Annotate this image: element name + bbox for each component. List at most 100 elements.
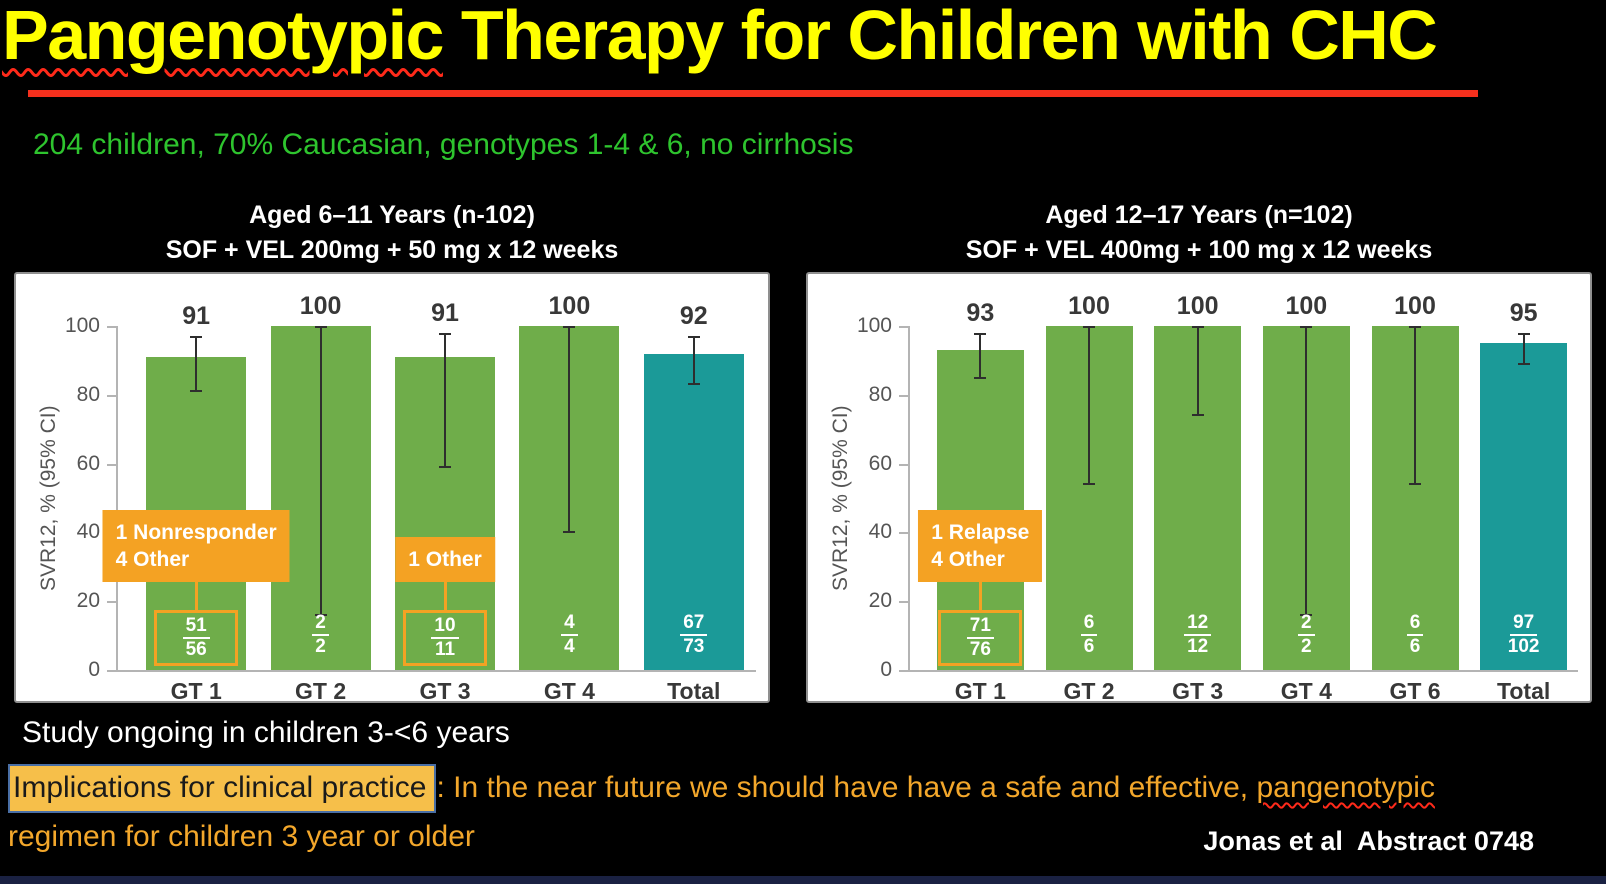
citation: Jonas et al Abstract 0748 (1203, 826, 1534, 856)
error-bar-cap-bottom (314, 613, 327, 616)
y-axis-tick (107, 601, 116, 604)
y-axis-tick-label: 40 (868, 520, 892, 544)
study-population-text: 204 children, 70% Caucasian, genotypes 1… (33, 128, 854, 161)
y-axis-title: SVR12, % (95% CI) (37, 405, 60, 591)
error-bar-line (1522, 332, 1525, 364)
error-bar-cap-top (1300, 326, 1313, 328)
chart-panel-aged-12-17: SVR12, % (95% CI) 0 20 40 60 80 100 93 GT 1 71 76 1… (806, 272, 1592, 704)
callout-box: 1 Nonresponder 4 Other (102, 510, 290, 582)
error-bar-line (444, 332, 446, 468)
x-axis-line (116, 670, 756, 672)
error-bar-cap-top (1191, 326, 1204, 328)
fraction-label: 12 12 (1184, 612, 1212, 658)
error-bar-cap-bottom (1409, 483, 1421, 486)
y-axis-title: SVR12, % (95% CI) (829, 405, 852, 591)
y-axis-tick-label: 80 (868, 382, 892, 406)
y-axis-line (908, 326, 910, 670)
fraction-wrap: 67 73 (649, 612, 739, 658)
y-axis-tick-label: 80 (76, 382, 100, 406)
callout-line: 4 Other (115, 548, 190, 571)
y-axis-tick (899, 532, 908, 535)
fraction-wrap: 97 102 (1479, 612, 1569, 658)
error-bar-cap-bottom (687, 383, 700, 386)
study-ongoing-note: Study ongoing in children 3-<6 years (22, 716, 510, 749)
y-axis-tick (899, 463, 908, 466)
y-axis-tick-label: 20 (868, 589, 892, 613)
x-axis-label: GT 3 (419, 678, 471, 704)
fraction-label: 97 102 (1507, 612, 1540, 657)
x-axis-line (908, 670, 1578, 672)
chart-panel-aged-6-11: SVR12, % (95% CI) 0 20 40 60 80 100 91 GT 1 51 56 1… (14, 272, 770, 704)
x-axis-label: GT 6 (1389, 678, 1441, 704)
error-bar-cap-bottom (974, 376, 987, 379)
error-bar-line (319, 326, 322, 615)
bar-value-label: 92 (679, 302, 708, 331)
error-bar-cap-bottom (563, 531, 576, 534)
callout-box: 1 Other (395, 537, 495, 582)
x-axis-label: GT 1 (170, 678, 222, 704)
y-axis-tick (899, 670, 908, 672)
y-axis-tick-label: 0 (88, 658, 100, 681)
x-axis-label: GT 2 (1063, 678, 1115, 704)
error-bar-cap-top (1409, 326, 1421, 328)
chart-title-right: Aged 12–17 Years (n=102) SOF + VEL 400mg… (806, 198, 1592, 268)
y-axis-tick-label: 100 (856, 314, 892, 337)
error-bar-cap-top (687, 336, 700, 339)
slide-title-rest: Therapy for Children with CHC (442, 0, 1438, 74)
title-underline-rule (28, 90, 1478, 97)
bottom-accent-bar (0, 876, 1606, 884)
fraction-box: 71 76 (938, 610, 1023, 666)
y-axis-tick (107, 326, 116, 328)
error-bar-cap-top (1083, 326, 1095, 328)
x-axis-label: Total (667, 678, 721, 704)
error-bar-cap-bottom (439, 466, 451, 469)
chart-title-right-line1: Aged 12–17 Years (n=102) (1045, 201, 1353, 229)
bar-value-label: 100 (1394, 292, 1436, 320)
chart-title-left-line1: Aged 6–11 Years (n-102) (249, 201, 535, 229)
error-bar-cap-bottom (1517, 362, 1530, 365)
callout-connector (443, 582, 447, 610)
x-axis-label: GT 3 (1172, 678, 1224, 704)
fraction-label: 71 76 (966, 615, 994, 661)
callout-line: 4 Other (931, 548, 1005, 571)
y-axis-tick (899, 326, 908, 328)
error-bar-line (692, 336, 695, 385)
implications-body: : In the near future we should have have… (436, 771, 1257, 804)
y-axis-tick-label: 60 (868, 451, 892, 475)
callout-connector (194, 582, 198, 610)
fraction-label: 10 11 (431, 615, 459, 661)
y-axis-tick (899, 394, 908, 397)
y-axis-line (116, 326, 118, 670)
y-axis-tick-label: 40 (76, 520, 100, 544)
callout-line: 1 Other (408, 548, 482, 571)
error-bar-cap-top (190, 336, 203, 339)
y-axis-tick (107, 670, 116, 672)
error-bar-cap-bottom (1083, 483, 1095, 486)
bar-value-label: 91 (431, 298, 459, 327)
slide-title-word-pangenotypic: Pangenotypic (2, 0, 444, 74)
x-axis-label: GT 4 (543, 678, 595, 704)
y-axis-tick-label: 60 (76, 451, 100, 475)
bar-value-label: 95 (1509, 298, 1538, 327)
error-bar-cap-top (314, 326, 327, 328)
error-bar-cap-bottom (1300, 613, 1313, 616)
error-bar-cap-top (563, 326, 576, 328)
error-bar-line (568, 326, 571, 533)
callout-line: 1 Nonresponder (115, 521, 277, 544)
x-axis-label: GT 1 (954, 678, 1006, 704)
fraction-box: 51 56 (154, 610, 239, 666)
bar-value-label: 100 (1285, 292, 1328, 320)
y-axis-tick (107, 394, 116, 397)
fraction-box: 10 11 (403, 610, 487, 666)
bar-total (1480, 343, 1568, 670)
x-axis-label: GT 4 (1280, 678, 1332, 704)
error-bar-cap-bottom (1191, 414, 1204, 417)
bar-value-label: 100 (1068, 292, 1110, 320)
bar-value-label: 100 (299, 292, 342, 320)
bar-value-label: 93 (966, 298, 995, 327)
